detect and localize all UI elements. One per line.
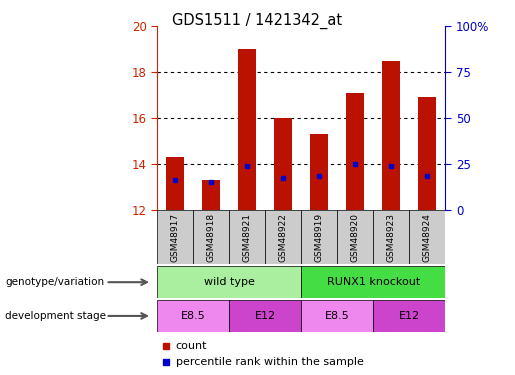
Bar [157, 210, 193, 264]
Bar [382, 61, 401, 210]
Text: E8.5: E8.5 [181, 311, 205, 321]
Text: development stage: development stage [5, 311, 106, 321]
Bar [419, 98, 437, 210]
Bar [373, 210, 409, 264]
Bar [238, 49, 256, 210]
Bar [229, 300, 301, 332]
Text: GSM48924: GSM48924 [423, 213, 432, 262]
Bar [265, 210, 301, 264]
Text: E8.5: E8.5 [325, 311, 350, 321]
Text: GSM48920: GSM48920 [351, 213, 360, 262]
Text: wild type: wild type [204, 277, 254, 287]
Bar [193, 210, 229, 264]
Text: RUNX1 knockout: RUNX1 knockout [327, 277, 420, 287]
Text: GSM48917: GSM48917 [170, 213, 180, 262]
Text: GSM48922: GSM48922 [279, 213, 288, 262]
Text: percentile rank within the sample: percentile rank within the sample [176, 357, 364, 368]
Bar [229, 210, 265, 264]
Bar [157, 300, 229, 332]
Bar [166, 157, 184, 210]
Bar [301, 210, 337, 264]
Text: E12: E12 [399, 311, 420, 321]
Text: GSM48923: GSM48923 [387, 213, 396, 262]
Text: genotype/variation: genotype/variation [5, 277, 104, 287]
Text: GSM48919: GSM48919 [315, 213, 324, 262]
Bar [157, 266, 301, 298]
Text: E12: E12 [254, 311, 276, 321]
Text: GDS1511 / 1421342_at: GDS1511 / 1421342_at [173, 13, 342, 29]
Bar [310, 134, 329, 210]
Bar [337, 210, 373, 264]
Bar [373, 300, 445, 332]
Bar [301, 266, 445, 298]
Bar [274, 118, 293, 210]
Text: GSM48918: GSM48918 [207, 213, 216, 262]
Bar [346, 93, 365, 210]
Text: GSM48921: GSM48921 [243, 213, 252, 262]
Text: count: count [176, 340, 208, 351]
Bar [202, 180, 220, 210]
Bar [409, 210, 445, 264]
Bar [301, 300, 373, 332]
